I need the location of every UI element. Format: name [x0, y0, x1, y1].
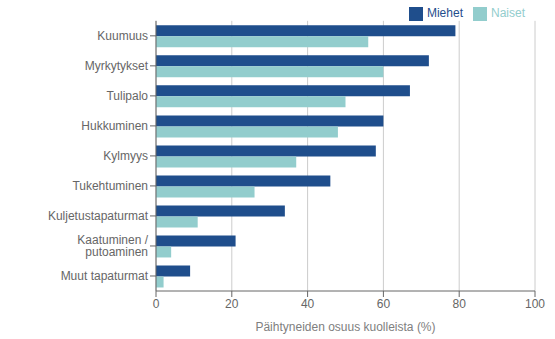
svg-text:Muut tapaturmat: Muut tapaturmat [61, 269, 149, 283]
html-text:Naiset: Naiset [491, 6, 525, 20]
svg-text:Tukehtuminen: Tukehtuminen [72, 179, 148, 193]
svg-text:40: 40 [301, 297, 315, 311]
svg-text:60: 60 [377, 297, 391, 311]
svg-text:80: 80 [453, 297, 467, 311]
svg-text:Myrkytykset: Myrkytykset [85, 59, 149, 73]
svg-text:Kuljetustapaturmat: Kuljetustapaturmat [48, 209, 149, 223]
svg-text:Hukkuminen: Hukkuminen [81, 119, 148, 133]
svg-text:Tulipalo: Tulipalo [106, 89, 148, 103]
svg-text:0: 0 [153, 297, 160, 311]
svg-text:Päihtyneiden osuus kuolleista: Päihtyneiden osuus kuolleista (%) [255, 320, 435, 334]
svg-text:Kylmyys: Kylmyys [103, 149, 148, 163]
svg-text:Kuumuus: Kuumuus [97, 29, 148, 43]
svg-text:20: 20 [225, 297, 239, 311]
svg-text:Kaatuminen /putoaminen: Kaatuminen /putoaminen [77, 233, 148, 259]
svg-text:100: 100 [525, 297, 545, 311]
html-text:Miehet: Miehet [427, 6, 463, 20]
